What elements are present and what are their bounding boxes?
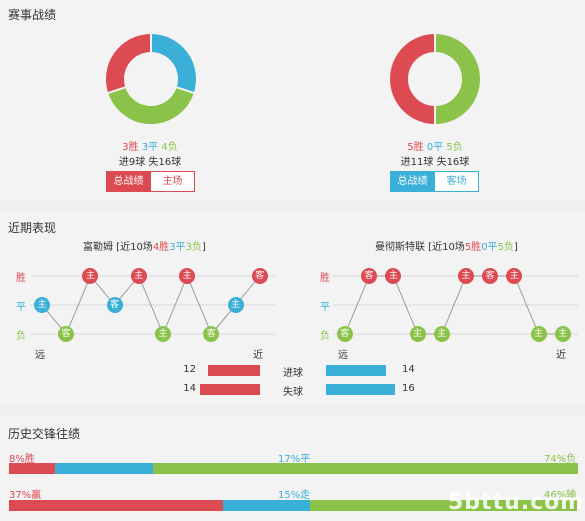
history-row1-win-label: 8%胜 [9, 454, 35, 465]
history-title: 历史交锋往绩 [8, 427, 81, 441]
record-panel: 赛事战绩 3胜 3平 4负 进9球 失16球 总战绩 主场 5胜 0平 5负 进… [0, 0, 585, 200]
left-near-label: 近 [253, 350, 263, 361]
left-far-label: 远 [35, 350, 45, 361]
right-donut-slice-loss [434, 34, 480, 124]
history-bar-segment-win [9, 463, 55, 474]
right-draw-count: 0平 [426, 142, 444, 153]
history-row2-bar [9, 500, 577, 511]
left-form-game-marker[interactable]: 客 [106, 297, 123, 313]
left-tab-overall[interactable]: 总战绩 [106, 171, 151, 192]
compare-right-value: 14 [402, 364, 415, 375]
compare-left-value: 14 [183, 383, 196, 394]
history-bar-segment-loss [310, 500, 577, 511]
right-tab-away[interactable]: 客场 [434, 171, 479, 192]
history-bar-segment-draw [55, 463, 153, 474]
left-record-summary: 3胜 3平 4负 [90, 138, 210, 153]
right-form-game-marker[interactable]: 主 [433, 326, 450, 342]
left-tab-home[interactable]: 主场 [150, 171, 195, 192]
right-win-count: 5胜 [407, 142, 424, 153]
right-tab-overall[interactable]: 总战绩 [390, 171, 435, 192]
left-form-game-marker[interactable]: 主 [34, 297, 50, 313]
right-form-game-marker[interactable]: 主 [409, 326, 426, 342]
history-row1-loss-label: 74%负 [544, 454, 577, 465]
right-donut-slice-win [390, 34, 436, 124]
history-bar-segment-draw [223, 500, 310, 511]
left-form-game-marker[interactable]: 主 [82, 268, 99, 284]
compare-right-bar [326, 384, 395, 395]
compare-left-bar [200, 384, 260, 395]
left-form-game-marker[interactable]: 主 [227, 297, 244, 313]
left-donut-chart [106, 34, 196, 124]
right-donut-chart [390, 34, 480, 124]
right-form-game-marker[interactable]: 主 [530, 326, 547, 342]
right-form-game-marker[interactable]: 客 [337, 326, 353, 342]
right-record-summary: 5胜 0平 5负 [375, 138, 495, 153]
left-donut-slice-gap [107, 86, 126, 94]
history-row1-bar [9, 463, 578, 474]
recent-panel: 近期表现 富勒姆 [近10场4胜3平3负] 曼彻斯特联 [近10场5胜0平5负]… [0, 212, 585, 402]
right-form-chart: 客客主主主主客主主主 [333, 266, 578, 346]
left-axis-win: 胜 [16, 273, 26, 284]
left-form-game-marker[interactable]: 客 [251, 268, 268, 284]
compare-right-bar [326, 365, 386, 376]
left-win-count: 3胜 [122, 142, 139, 153]
left-donut-slice-draw [150, 34, 196, 93]
left-draw-count: 3平 [141, 142, 159, 153]
left-donut-slice-win [106, 34, 152, 93]
left-donut-slice-loss [108, 86, 194, 124]
compare-label: 失球 [283, 387, 303, 398]
right-goals-text: 进11球 失16球 [400, 157, 470, 168]
left-form-game-marker[interactable]: 主 [155, 326, 171, 342]
right-form-game-marker[interactable]: 主 [385, 268, 402, 284]
left-form-game-marker[interactable]: 客 [58, 326, 75, 342]
compare-bars: 12 进球 14 14 失球 16 [0, 364, 585, 404]
right-far-label: 远 [338, 350, 348, 361]
left-form-game-marker[interactable]: 主 [179, 268, 196, 284]
right-form-game-marker[interactable]: 客 [361, 268, 378, 284]
compare-label: 进球 [283, 368, 303, 379]
right-team-name: 曼彻斯特联 [375, 242, 425, 253]
left-team-name: 富勒姆 [83, 242, 113, 253]
history-bar-segment-win [9, 500, 223, 511]
compare-right-value: 16 [402, 383, 415, 394]
left-axis-draw: 平 [16, 302, 26, 313]
right-near-label: 近 [556, 350, 566, 361]
right-team-header: 曼彻斯特联 [近10场5胜0平5负] [375, 242, 518, 253]
left-donut-slice-gap [176, 86, 195, 94]
history-row2-loss-label: 46%输 [544, 490, 577, 501]
watermark-logo: 5bttu.com [448, 490, 585, 515]
history-panel: 历史交锋往绩 8%胜 17%平 74%负 37%赢 15%走 46%输 5btt… [0, 416, 585, 521]
left-form-game-marker[interactable]: 客 [203, 326, 220, 342]
left-form-trend-line [41, 274, 261, 336]
right-axis-win: 胜 [320, 273, 330, 284]
record-title: 赛事战绩 [8, 8, 57, 22]
right-form-game-marker[interactable]: 主 [506, 268, 523, 284]
compare-left-value: 12 [183, 364, 196, 375]
history-row2-push-label: 15%走 [278, 490, 311, 501]
right-axis-loss: 负 [320, 331, 330, 342]
history-bar-segment-loss [153, 463, 578, 474]
right-form-game-marker[interactable]: 主 [554, 326, 571, 342]
left-form-chart: 主客主客主主主客主客 [30, 266, 275, 346]
recent-title: 近期表现 [8, 221, 57, 235]
left-loss-count: 4负 [161, 142, 178, 153]
right-form-trend-line [344, 275, 563, 335]
right-loss-count: 5负 [446, 142, 463, 153]
left-team-header: 富勒姆 [近10场4胜3平3负] [83, 242, 206, 253]
left-form-game-marker[interactable]: 主 [130, 268, 147, 284]
left-goals-text: 进9球 失16球 [118, 157, 182, 168]
history-row2-win-label: 37%赢 [9, 490, 42, 501]
left-axis-loss: 负 [16, 331, 26, 342]
right-form-game-marker[interactable]: 客 [482, 268, 499, 284]
compare-left-bar [208, 365, 260, 376]
right-form-game-marker[interactable]: 主 [458, 268, 474, 284]
right-axis-draw: 平 [320, 302, 330, 313]
history-row1-draw-label: 17%平 [278, 454, 311, 465]
